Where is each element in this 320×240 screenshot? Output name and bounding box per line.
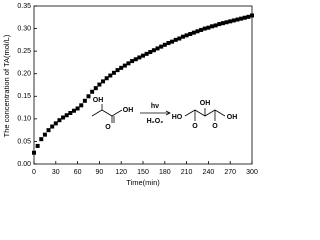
marker: [224, 20, 229, 25]
marker: [90, 89, 95, 94]
marker: [206, 25, 211, 30]
x-tick-label: 270: [224, 169, 236, 176]
marker: [177, 36, 182, 41]
marker: [159, 44, 164, 49]
marker: [71, 108, 76, 113]
x-tick-label: 120: [115, 169, 127, 176]
marker: [184, 33, 189, 38]
marker: [119, 65, 124, 70]
marker: [133, 57, 138, 62]
marker: [199, 27, 204, 32]
x-tick-label: 0: [32, 169, 36, 176]
marker: [122, 63, 127, 68]
marker: [93, 86, 98, 91]
marker: [130, 59, 135, 64]
annotation: OH: [227, 114, 238, 121]
annotation: OH: [200, 100, 211, 107]
marker: [188, 31, 193, 36]
marker: [50, 124, 55, 129]
marker: [220, 21, 225, 26]
marker: [231, 18, 236, 23]
y-tick-label: 0.15: [17, 93, 31, 100]
marker: [126, 61, 131, 66]
marker: [162, 42, 167, 47]
marker: [39, 137, 44, 142]
marker: [180, 34, 185, 39]
marker: [42, 132, 47, 137]
marker: [101, 79, 106, 84]
y-tick-label: 0.10: [17, 116, 31, 123]
x-tick-label: 300: [246, 169, 258, 176]
annotation: OH: [93, 97, 104, 104]
marker: [195, 29, 200, 34]
marker: [53, 121, 58, 126]
marker: [97, 82, 102, 87]
marker: [213, 23, 218, 28]
marker: [32, 150, 36, 155]
annotation: H₂O₂: [147, 118, 164, 125]
marker: [228, 19, 233, 24]
x-tick-label: 60: [74, 169, 82, 176]
marker: [104, 76, 109, 81]
x-tick-label: 240: [203, 169, 215, 176]
annotation: hν: [151, 103, 159, 110]
marker: [202, 26, 207, 31]
marker: [166, 41, 171, 46]
marker: [173, 37, 178, 42]
x-axis-label: Time(min): [126, 178, 160, 187]
marker: [191, 30, 196, 35]
marker: [111, 70, 116, 75]
annotation: O: [192, 123, 198, 130]
x-tick-label: 210: [181, 169, 193, 176]
marker: [144, 51, 149, 56]
marker: [64, 113, 69, 118]
marker: [217, 22, 222, 27]
marker: [79, 103, 84, 108]
marker: [137, 55, 142, 60]
y-tick-label: 0.05: [17, 138, 31, 145]
x-tick-label: 30: [52, 169, 60, 176]
marker: [170, 39, 175, 44]
reaction-scheme: [91, 104, 226, 123]
marker: [148, 50, 153, 55]
bond: [91, 109, 123, 117]
annotation: O: [212, 123, 218, 130]
x-tick-label: 180: [159, 169, 171, 176]
marker: [235, 17, 240, 22]
marker: [210, 24, 215, 29]
marker: [239, 16, 244, 21]
annotation: OH: [123, 107, 134, 114]
marker: [246, 14, 251, 19]
marker: [35, 143, 40, 148]
x-tick-label: 150: [137, 169, 149, 176]
plot-frame: [33, 5, 253, 165]
marker: [57, 118, 62, 123]
marker: [68, 110, 73, 115]
marker: [108, 73, 113, 78]
y-tick-label: 0.35: [17, 3, 31, 10]
marker: [242, 15, 247, 20]
marker: [75, 106, 80, 111]
marker: [250, 13, 254, 18]
marker: [46, 128, 51, 133]
marker: [82, 98, 87, 103]
marker: [155, 46, 160, 51]
chart: Time(min) The concentration of TA(mol/L)…: [2, 3, 258, 187]
y-axis-label: The concentration of TA(mol/L): [2, 34, 11, 137]
arrow-head: [165, 110, 171, 116]
marker: [141, 53, 145, 58]
annotation: HO: [172, 114, 183, 121]
y-tick-label: 0.30: [17, 25, 31, 32]
y-tick-label: 0.25: [17, 48, 31, 55]
marker: [115, 68, 120, 73]
annotation: O: [105, 124, 111, 131]
marker: [86, 94, 91, 99]
marker: [151, 48, 156, 53]
y-tick-label: 0.20: [17, 71, 31, 78]
marker: [61, 115, 66, 120]
x-tick-label: 90: [96, 169, 104, 176]
y-tick-label: 0.00: [17, 161, 31, 168]
